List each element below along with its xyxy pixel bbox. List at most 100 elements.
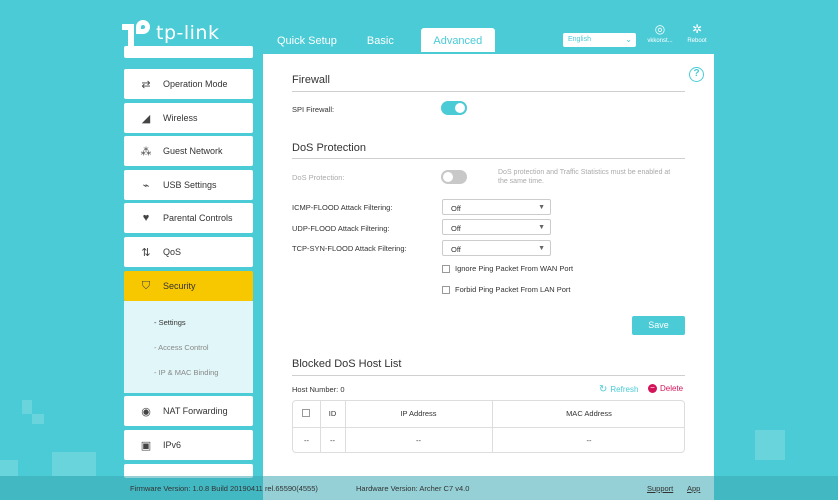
brand-name: tp-link: [156, 22, 220, 44]
tp-link-logo-icon: [122, 18, 152, 48]
forbid-ping-checkbox[interactable]: Forbid Ping Packet From LAN Port: [442, 285, 570, 294]
delete-button[interactable]: − Delete: [648, 384, 683, 393]
ignore-ping-label: Ignore Ping Packet From WAN Port: [455, 264, 574, 273]
tcp-syn-flood-label: TCP-SYN-FLOOD Attack Filtering:: [292, 244, 407, 253]
forbid-ping-label: Forbid Ping Packet From LAN Port: [455, 285, 571, 294]
save-button[interactable]: Save: [632, 316, 685, 335]
table-cell: --: [304, 436, 309, 445]
chevron-down-icon: ▼: [538, 204, 545, 211]
language-select[interactable]: English ⌄: [563, 33, 636, 47]
account-label: vkkonst...: [647, 38, 673, 44]
sidebar-item-label: Wireless: [163, 113, 198, 123]
main-panel: ? Firewall SPI Firewall: DoS Protection …: [263, 54, 714, 500]
udp-flood-value: Off: [451, 224, 461, 233]
reboot-button[interactable]: ✲ Reboot: [681, 22, 713, 44]
sidebar-item-guest-network[interactable]: ⁂ Guest Network: [124, 136, 253, 166]
security-submenu: - Settings - Access Control - IP & MAC B…: [124, 301, 253, 393]
reboot-label: Reboot: [687, 38, 707, 44]
sidebar-item-label: IPv6: [163, 440, 182, 450]
sidebar-item-label: Security: [163, 281, 196, 291]
sidebar-item-operation-mode[interactable]: ⇄ Operation Mode: [124, 69, 253, 99]
sidebar-item-partial[interactable]: [124, 464, 253, 478]
delete-icon: −: [648, 384, 657, 393]
dos-protection-title: DoS Protection: [292, 142, 366, 154]
dos-protection-toggle[interactable]: [441, 170, 467, 184]
select-all-checkbox[interactable]: [302, 409, 310, 417]
sidebar-item-partial[interactable]: [124, 46, 253, 58]
divider: [292, 91, 685, 92]
wireless-icon: ◢: [141, 112, 151, 125]
language-value: English: [568, 36, 591, 43]
blocked-host-list-title: Blocked DoS Host List: [292, 358, 402, 370]
app-link[interactable]: App: [687, 484, 701, 493]
brand-logo: tp-link: [122, 18, 219, 48]
nat-forwarding-icon: ◉: [141, 405, 151, 418]
reboot-icon: ✲: [691, 22, 703, 36]
sidebar-item-parental-controls[interactable]: ♥ Parental Controls: [124, 203, 253, 233]
decor-square: [52, 452, 96, 476]
checkbox-box[interactable]: [442, 264, 450, 273]
sidebar-item-wireless[interactable]: ◢ Wireless: [124, 103, 253, 133]
decor-square: [22, 400, 32, 414]
firmware-version: Firmware Version: 1.0.8 Build 20190411 r…: [130, 484, 318, 493]
submenu-item-settings[interactable]: - Settings: [154, 318, 186, 327]
sidebar-item-qos[interactable]: ⇅ QoS: [124, 237, 253, 267]
shield-icon: ⛉: [141, 279, 151, 292]
decor-square: [32, 414, 44, 424]
usb-icon: ⌁: [142, 179, 150, 192]
tab-advanced[interactable]: Advanced: [420, 28, 495, 52]
footer: Firmware Version: 1.0.8 Build 20190411 r…: [0, 476, 838, 500]
host-number: Host Number: 0: [292, 385, 345, 394]
icmp-flood-label: ICMP-FLOOD Attack Filtering:: [292, 203, 393, 212]
help-icon[interactable]: ?: [689, 67, 704, 82]
tab-quick-setup[interactable]: Quick Setup: [277, 35, 337, 47]
blocked-host-table: ID IP Address MAC Address -- -- -- --: [292, 400, 685, 453]
decor-square: [755, 430, 785, 460]
sidebar-item-label: USB Settings: [163, 180, 217, 190]
support-link[interactable]: Support: [647, 484, 674, 493]
sidebar-item-label: QoS: [163, 247, 182, 257]
ipv6-icon: ▣: [140, 439, 152, 452]
chevron-down-icon: ▼: [538, 245, 545, 252]
table-cell: --: [330, 436, 335, 445]
sidebar-item-ipv6[interactable]: ▣ IPv6: [124, 430, 253, 460]
checkbox-box[interactable]: [442, 285, 450, 294]
table-row: -- -- -- --: [293, 427, 684, 452]
tcp-syn-flood-select[interactable]: Off ▼: [442, 240, 551, 256]
submenu-item-access-control[interactable]: - Access Control: [154, 343, 209, 352]
refresh-label: Refresh: [610, 385, 639, 394]
sidebar-item-label: Guest Network: [163, 146, 223, 156]
firewall-title: Firewall: [292, 74, 330, 86]
guest-network-icon: ⁂: [140, 145, 152, 158]
refresh-button[interactable]: ↻ Refresh: [599, 384, 638, 395]
spi-firewall-toggle[interactable]: [441, 101, 467, 115]
sidebar: ⇄ Operation Mode ◢ Wireless ⁂ Guest Netw…: [124, 46, 254, 482]
dos-protection-label: DoS Protection:: [292, 173, 345, 182]
table-cell: --: [586, 436, 592, 445]
account-button[interactable]: ◎ vkkonst...: [644, 22, 676, 44]
submenu-item-ip-mac-binding[interactable]: - IP & MAC Binding: [154, 368, 219, 377]
tab-basic[interactable]: Basic: [366, 35, 394, 47]
sidebar-item-label: Operation Mode: [163, 79, 228, 89]
chevron-down-icon: ⌄: [625, 35, 632, 44]
parental-controls-icon: ♥: [142, 212, 150, 224]
refresh-icon: ↻: [599, 384, 608, 395]
qos-icon: ⇅: [141, 246, 151, 259]
sidebar-item-usb-settings[interactable]: ⌁ USB Settings: [124, 170, 253, 200]
ignore-ping-checkbox[interactable]: Ignore Ping Packet From WAN Port: [442, 264, 573, 273]
hardware-version: Hardware Version: Archer C7 v4.0: [356, 484, 470, 493]
icmp-flood-select[interactable]: Off ▼: [442, 199, 551, 215]
sidebar-item-nat-forwarding[interactable]: ◉ NAT Forwarding: [124, 396, 253, 426]
sidebar-item-label: Parental Controls: [163, 213, 233, 223]
decor-square: [0, 460, 18, 476]
sidebar-item-label: NAT Forwarding: [163, 406, 228, 416]
divider: [292, 375, 685, 376]
dos-protection-note: DoS protection and Traffic Statistics mu…: [498, 169, 671, 185]
sidebar-item-security[interactable]: ⛉ Security: [124, 271, 253, 301]
udp-flood-select[interactable]: Off ▼: [442, 219, 551, 235]
column-header-id: ID: [328, 409, 337, 418]
spi-firewall-label: SPI Firewall:: [292, 105, 335, 114]
column-header-mac-address: MAC Address: [566, 409, 612, 418]
table-cell: --: [416, 436, 421, 445]
delete-label: Delete: [660, 384, 684, 393]
